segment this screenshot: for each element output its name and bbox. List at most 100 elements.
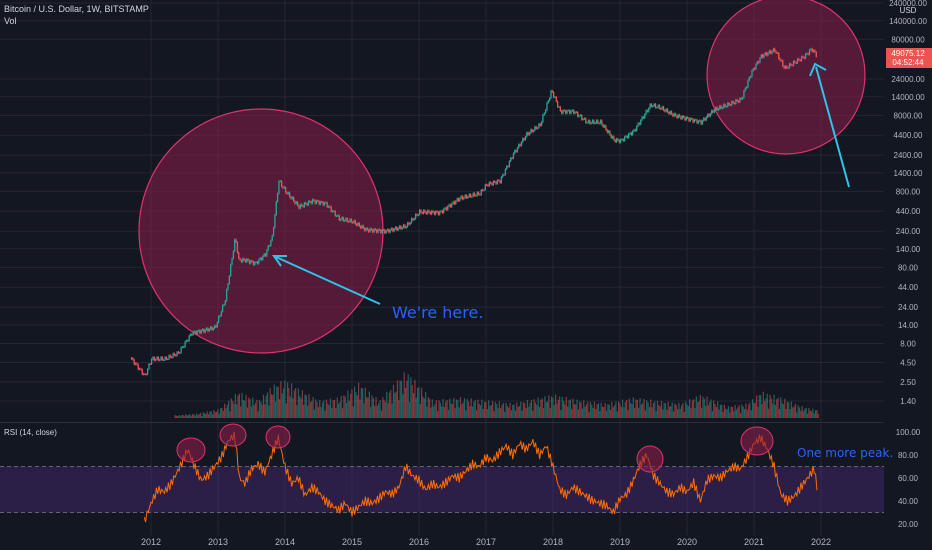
- volume-bar: [518, 405, 521, 418]
- volume-bar: [439, 402, 441, 418]
- volume-bar: [408, 402, 411, 418]
- candle: [376, 228, 378, 234]
- volume-bar: [778, 408, 780, 418]
- volume-label[interactable]: Vol: [4, 16, 17, 26]
- candle: [180, 346, 182, 354]
- candle: [236, 241, 239, 254]
- volume-bar: [232, 400, 234, 418]
- candle: [366, 227, 369, 231]
- candle: [204, 328, 206, 334]
- symbol-title[interactable]: Bitcoin / U.S. Dollar, 1W, BITSTAMP: [4, 4, 149, 14]
- candle: [390, 227, 393, 231]
- volume-bar: [256, 399, 258, 418]
- candle: [597, 119, 599, 125]
- rsi-label[interactable]: RSI (14, close): [4, 428, 57, 437]
- volume-bar: [311, 401, 313, 418]
- candle: [228, 274, 231, 285]
- volume-bar: [603, 407, 605, 418]
- volume-bar: [282, 388, 285, 418]
- volume-bar: [785, 408, 787, 418]
- candle: [156, 356, 158, 361]
- volume-bar: [643, 399, 645, 418]
- candle: [526, 131, 528, 138]
- candle: [815, 50, 817, 58]
- candle: [255, 260, 257, 264]
- candle: [594, 122, 596, 125]
- volume-bar: [601, 406, 604, 418]
- volume-bar: [336, 397, 338, 418]
- volume-bar: [213, 410, 215, 418]
- price-axis[interactable]: 240000.00 140000.00 80000.00 24000.00 14000.…: [889, 0, 927, 406]
- volume-bar: [296, 405, 298, 418]
- volume-bar: [248, 397, 250, 418]
- volume-bar: [261, 404, 263, 418]
- candle: [615, 137, 618, 143]
- volume-bar: [545, 402, 547, 418]
- volume-bar: [321, 402, 324, 418]
- volume-bar: [595, 408, 597, 418]
- candle: [634, 128, 637, 132]
- candle: [279, 180, 281, 183]
- volume-bar: [680, 405, 683, 418]
- volume-bar: [222, 410, 224, 418]
- candle: [712, 109, 714, 114]
- candle: [519, 143, 521, 147]
- volume-bar: [197, 415, 199, 418]
- candle: [766, 51, 768, 57]
- candle: [724, 103, 726, 108]
- volume-bar: [698, 401, 700, 418]
- candle: [274, 213, 276, 229]
- time-axis[interactable]: 2012 2013 2014 2015 2016 2017 2018 2019 2020 2021…: [141, 537, 831, 547]
- candle: [307, 200, 310, 207]
- volume-bar: [437, 411, 439, 418]
- candle: [721, 106, 724, 110]
- volume-bar: [471, 406, 474, 418]
- candle: [142, 372, 145, 376]
- volume-bar: [226, 404, 228, 418]
- volume-bar: [240, 406, 242, 418]
- volume-bar: [211, 414, 214, 418]
- candle: [697, 119, 700, 125]
- volume-bar: [203, 413, 206, 418]
- time-tick-label: 2019: [610, 537, 630, 547]
- candle: [784, 65, 787, 70]
- candle: [334, 210, 336, 217]
- candle: [752, 67, 754, 72]
- volume-bar: [766, 393, 768, 418]
- candle: [452, 200, 454, 205]
- rsi-axis[interactable]: 100.00 80.00 60.00 40.00 20.00: [896, 428, 921, 529]
- candle: [486, 183, 488, 186]
- volume-bar: [307, 405, 309, 418]
- volume-bar: [805, 407, 807, 418]
- volume-bar: [312, 397, 314, 418]
- candle: [620, 138, 622, 144]
- volume-bar: [450, 403, 452, 418]
- candle: [704, 117, 706, 122]
- volume-bar: [398, 400, 400, 418]
- volume-bar: [703, 398, 705, 418]
- candle: [745, 86, 748, 90]
- volume-bar: [512, 404, 514, 418]
- volume-bar: [656, 400, 659, 418]
- candle: [235, 238, 237, 244]
- volume-bar: [707, 405, 709, 418]
- candle: [802, 55, 804, 59]
- candle: [424, 209, 426, 214]
- candle: [645, 109, 647, 116]
- volume-bar: [270, 394, 273, 418]
- volume-bar: [400, 381, 403, 418]
- candle: [772, 47, 775, 53]
- volume-bar: [684, 401, 687, 418]
- arrow-current: [815, 66, 850, 188]
- volume-bar: [292, 398, 294, 418]
- candle: [723, 103, 725, 109]
- candle: [401, 226, 403, 230]
- volume-bar: [352, 406, 354, 418]
- candle: [159, 358, 161, 362]
- volume-bar: [650, 399, 652, 418]
- candle: [744, 87, 746, 92]
- candle: [696, 118, 698, 125]
- price-tick-label: 44.00: [898, 283, 919, 292]
- candle: [176, 350, 178, 357]
